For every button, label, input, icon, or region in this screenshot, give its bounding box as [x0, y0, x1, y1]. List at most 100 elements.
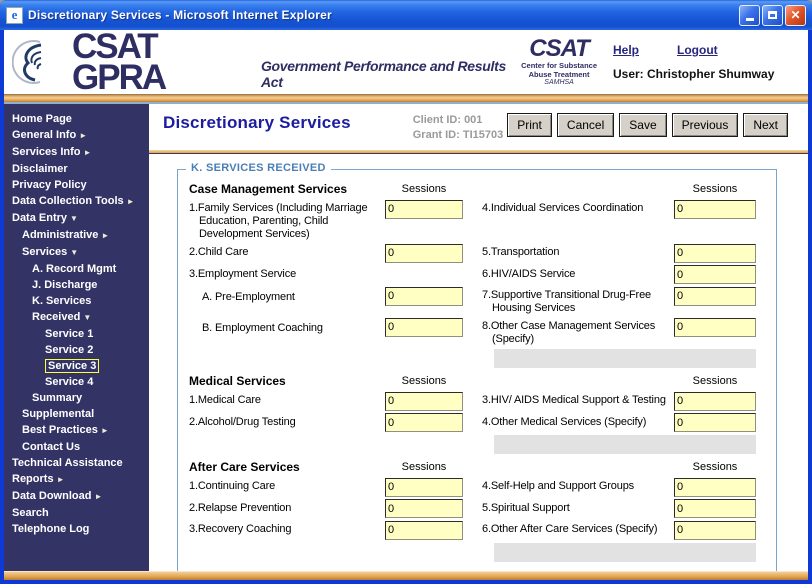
sidebar-item-summary[interactable]: Summary	[4, 390, 149, 406]
sessions-input-a-pre-employment[interactable]	[385, 286, 463, 306]
sidebar-item-privacy-policy[interactable]: Privacy Policy	[4, 177, 149, 193]
sidebar-item-service-3[interactable]: Service 3	[4, 358, 149, 374]
banner-header: CSAT GPRA Government Performance and Res…	[4, 29, 808, 95]
sidebar-item-contact-us[interactable]: Contact Us	[4, 439, 149, 455]
sessions-input-3-recovery-coaching[interactable]	[385, 520, 463, 540]
sidebar-item-label: Home Page	[12, 113, 72, 125]
sidebar-item-best-practices[interactable]: Best Practices ►	[4, 422, 149, 439]
csat-logo-text: CSAT	[529, 35, 590, 63]
service-label-5-spiritual-support: 5.Spiritual Support	[482, 501, 570, 514]
save-button[interactable]: Save	[619, 113, 667, 137]
sessions-input-1-family-services-including-marriage-education-parenting-child-development-services[interactable]	[385, 199, 463, 219]
title-bar[interactable]: e Discretionary Services - Microsoft Int…	[0, 0, 812, 30]
sidebar-item-service-4[interactable]: Service 4	[4, 374, 149, 390]
sessions-input-7-supportive-transitional-drug-free-housing-services[interactable]	[674, 286, 756, 306]
service-label-3-hiv-aids-medical-support-testing: 3.HIV/ AIDS Medical Support & Testing	[482, 394, 666, 406]
fieldset-legend: K. SERVICES RECEIVED	[186, 162, 331, 174]
sidebar-item-service-1[interactable]: Service 1	[4, 326, 149, 342]
sessions-input-4-self-help-and-support-groups-cell	[674, 477, 756, 497]
csat-logo-samhsa: SAMHSA	[544, 78, 574, 86]
sessions-input-1-continuing-care[interactable]	[385, 477, 463, 497]
sidebar-item-administrative[interactable]: Administrative ►	[4, 227, 149, 244]
sidebar-item-label: K. Services Received	[32, 295, 92, 323]
minimize-icon	[745, 18, 754, 21]
sidebar-item-label: Data Download	[12, 490, 92, 502]
sidebar-item-service-2[interactable]: Service 2	[4, 342, 149, 358]
sidebar-item-search[interactable]: Search	[4, 505, 149, 521]
section-header-row: After Care Services Sessions Sessions	[189, 460, 758, 475]
arrow-right-icon: ►	[100, 426, 109, 435]
sidebar-item-reports[interactable]: Reports ►	[4, 471, 149, 488]
sessions-input-2-relapse-prevention[interactable]	[385, 499, 463, 518]
section-title: Medical Services	[189, 374, 286, 388]
sessions-input-4-individual-services-coordination[interactable]	[674, 199, 756, 219]
sessions-input-b-employment-coaching[interactable]	[385, 317, 463, 337]
sidebar-item-services[interactable]: Services ▼	[4, 244, 149, 261]
service-label-a-pre-employment: A. Pre-Employment	[202, 291, 295, 303]
sidebar-item-telephone-log[interactable]: Telephone Log	[4, 521, 149, 537]
sidebar-item-home-page[interactable]: Home Page	[4, 111, 149, 127]
close-button[interactable]: ✕	[785, 4, 806, 26]
sessions-input-4-other-medical-services-specify[interactable]	[674, 413, 756, 432]
sessions-input-5-spiritual-support[interactable]	[674, 499, 756, 518]
sessions-input-a-pre-employment-cell	[385, 286, 463, 306]
help-link[interactable]: Help	[613, 43, 640, 57]
sidebar-item-data-collection-tools[interactable]: Data Collection Tools ►	[4, 193, 149, 210]
page-frame: CSAT GPRA Government Performance and Res…	[0, 29, 812, 584]
sessions-input-b-employment-coaching-cell	[385, 317, 463, 337]
sessions-input-6-other-after-care-services-specify[interactable]	[674, 520, 756, 540]
sessions-input-6-hiv-aids-service[interactable]	[674, 265, 756, 284]
sessions-input-6-hiv-aids-service-cell	[674, 265, 756, 284]
main-content: Discretionary Services Client ID: 001 Gr…	[149, 104, 808, 571]
service-label-1-continuing-care: 1.Continuing Care	[189, 480, 276, 492]
maximize-icon	[768, 11, 777, 19]
cancel-button[interactable]: Cancel	[556, 113, 615, 137]
minimize-button[interactable]	[739, 4, 760, 26]
csat-logo-line1: Center for Substance	[521, 60, 597, 70]
sessions-input-2-alcohol-drug-testing-cell	[385, 413, 463, 432]
sidebar-item-supplemental[interactable]: Supplemental	[4, 406, 149, 422]
sidebar-item-services-info[interactable]: Services Info ►	[4, 144, 149, 161]
grant-id: Grant ID: TI15703	[412, 129, 504, 141]
logout-link[interactable]: Logout	[677, 43, 718, 57]
sessions-input-1-medical-care-cell	[385, 391, 463, 411]
sidebar-item-label: Services Info	[12, 146, 81, 158]
maximize-button[interactable]	[762, 4, 783, 26]
sessions-input-2-alcohol-drug-testing[interactable]	[385, 413, 463, 432]
sessions-input-3-hiv-aids-medical-support-testing[interactable]	[674, 391, 756, 411]
sessions-input-4-self-help-and-support-groups[interactable]	[674, 477, 756, 497]
sidebar-item-k-services-received[interactable]: K. Services Received ▼	[4, 293, 149, 326]
sidebar-item-label: Privacy Policy	[12, 179, 87, 191]
header-accent-bar	[4, 94, 808, 104]
sessions-column-header: Sessions	[692, 461, 738, 473]
header-right: Help Logout User: Christopher Shumway	[613, 43, 798, 81]
sidebar-item-disclaimer[interactable]: Disclaimer	[4, 161, 149, 177]
sessions-input-5-transportation-cell	[674, 243, 756, 263]
sessions-column-header: Sessions	[401, 183, 447, 195]
print-button[interactable]: Print	[507, 113, 552, 137]
sessions-input-1-medical-care[interactable]	[385, 391, 463, 411]
sidebar-item-data-entry[interactable]: Data Entry ▼	[4, 210, 149, 227]
sidebar-item-label: Services	[22, 246, 68, 258]
sessions-input-3-recovery-coaching-cell	[385, 520, 463, 540]
sessions-input-2-child-care[interactable]	[385, 243, 463, 263]
sessions-input-5-transportation[interactable]	[674, 243, 756, 263]
sidebar-item-a-record-mgmt[interactable]: A. Record Mgmt	[4, 261, 149, 277]
record-ids: Client ID: 001 Grant ID: TI15703	[413, 113, 503, 143]
service-row: 3.Recovery Coaching 6.Other After Care Se…	[189, 520, 758, 540]
sidebar-item-data-download[interactable]: Data Download ►	[4, 488, 149, 505]
sidebar-item-j-discharge[interactable]: J. Discharge	[4, 277, 149, 293]
action-buttons: Print Cancel Save Previous Next	[507, 113, 788, 137]
previous-button[interactable]: Previous	[671, 113, 739, 137]
next-button[interactable]: Next	[743, 113, 788, 137]
section-header-row: Case Management Services Sessions Sessions	[189, 182, 758, 197]
arrow-down-icon: ▼	[70, 214, 78, 223]
sessions-input-8-other-case-management-services-specify[interactable]	[674, 317, 756, 337]
sidebar-item-label: Best Practices	[22, 424, 98, 436]
service-label-1-medical-care: 1.Medical Care	[189, 394, 261, 406]
sidebar-item-general-info[interactable]: General Info ►	[4, 127, 149, 144]
sidebar-item-technical-assistance[interactable]: Technical Assistance	[4, 455, 149, 471]
sessions-input-6-other-after-care-services-specify-cell	[674, 520, 756, 540]
arrow-right-icon: ►	[83, 148, 92, 157]
other-specify-field-disabled	[494, 542, 756, 562]
